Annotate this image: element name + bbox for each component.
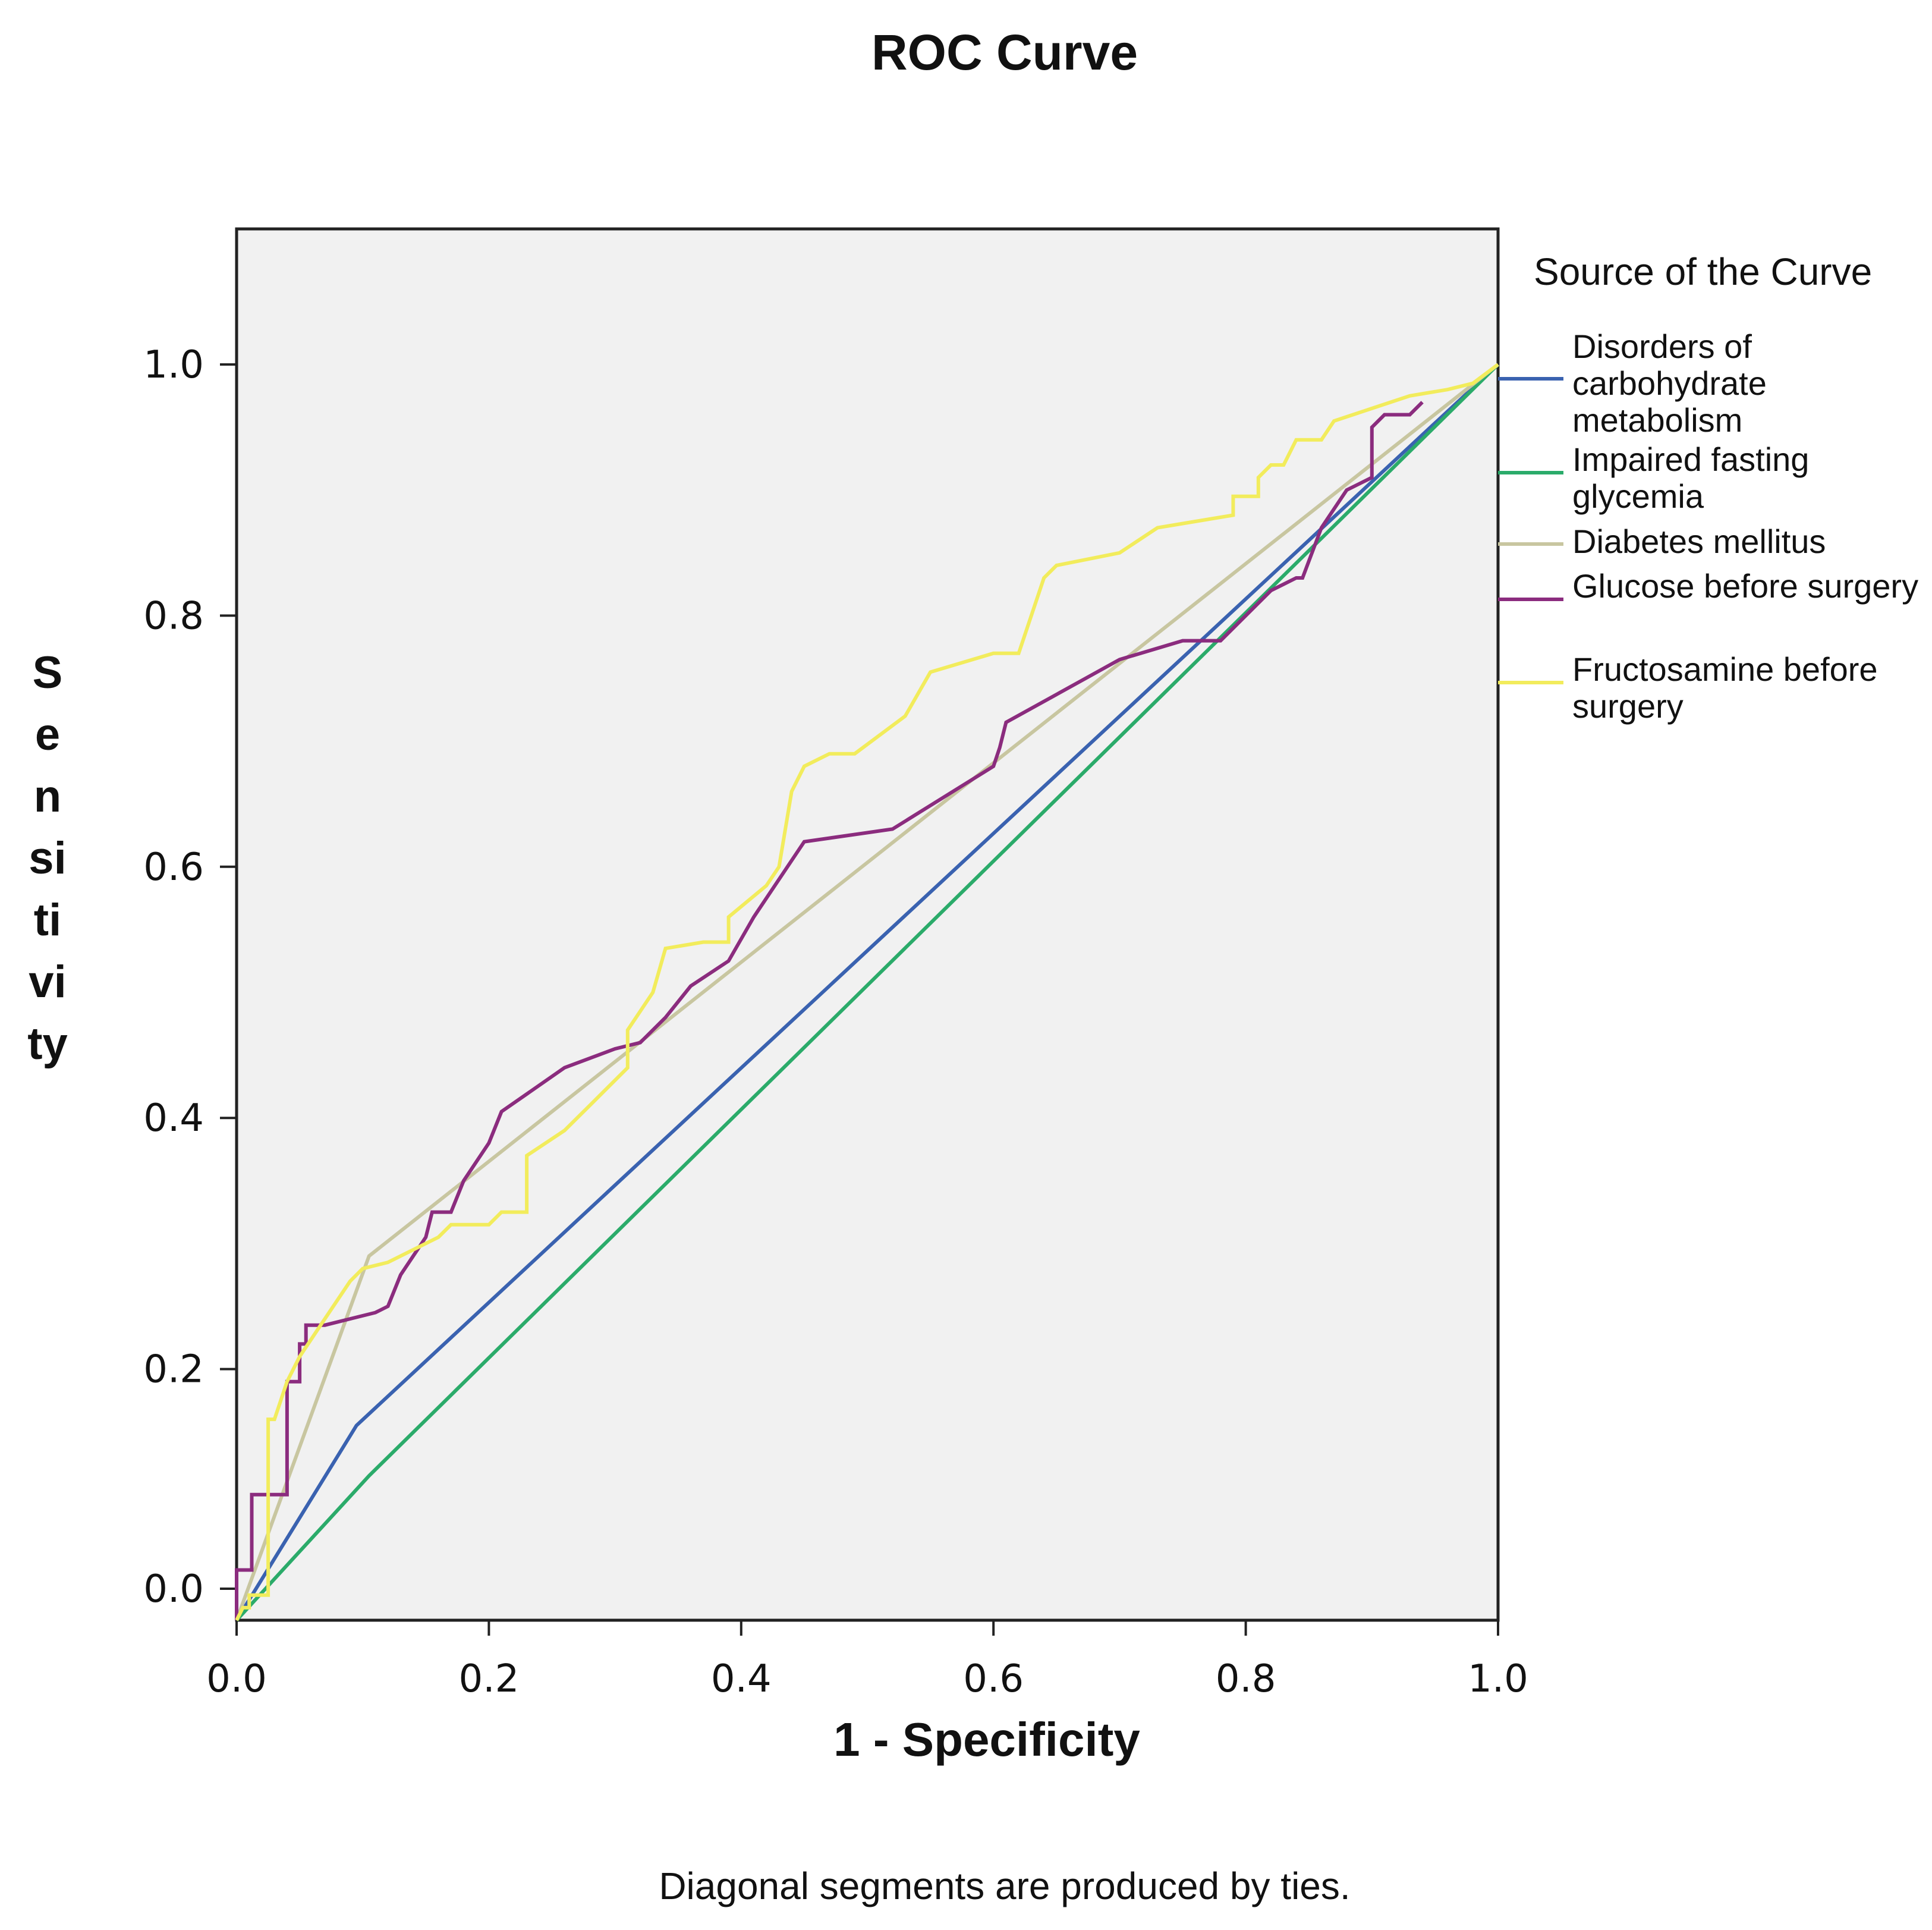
legend-label: Disorders of carbohydrate metabolism xyxy=(1572,328,1767,439)
legend-title: Source of the Curve xyxy=(1534,250,1873,293)
legend-label: Glucose before surgery xyxy=(1572,567,1919,605)
x-tick-label: 0.4 xyxy=(711,1657,772,1701)
x-tick-label: 0.0 xyxy=(206,1657,267,1701)
y-axis-ticks: 0.0 0.2 0.4 0.6 0.8 1.0 xyxy=(143,343,237,1611)
plot-area xyxy=(235,227,1500,1622)
x-axis-ticks: 0.0 0.2 0.4 0.6 0.8 1.0 xyxy=(206,1620,1528,1701)
series-line-fructosamine-before-surgery xyxy=(235,363,1499,1621)
y-tick-label: 1.0 xyxy=(143,343,204,387)
series-line-glucose-before-surgery xyxy=(235,401,1424,1620)
x-tick-label: 0.8 xyxy=(1216,1657,1276,1701)
y-tick-label: 0.0 xyxy=(143,1567,204,1611)
x-tick-label: 0.6 xyxy=(963,1657,1024,1701)
y-tick-label: 0.8 xyxy=(143,594,204,638)
series-line-disorders-of-carbohydrate-metabolism xyxy=(235,363,1500,1621)
legend-swatch xyxy=(1498,542,1563,546)
y-tick-label: 0.4 xyxy=(143,1096,204,1140)
chart-title: ROC Curve xyxy=(871,24,1138,80)
footnote: Diagonal segments are produced by ties. xyxy=(659,1865,1351,1907)
legend-label: Fructosamine before surgery xyxy=(1572,650,1878,725)
legend-label: Impaired fasting glycemia xyxy=(1572,441,1810,515)
legend-swatch xyxy=(1498,681,1563,684)
series-layer xyxy=(235,363,1500,1622)
legend-swatch xyxy=(1498,377,1563,381)
series-line-impaired-fasting-glycemia xyxy=(235,363,1500,1622)
legend-swatch xyxy=(1498,598,1563,601)
x-axis-label: 1 - Specificity xyxy=(833,1713,1140,1766)
y-axis-label: Sensitivity xyxy=(27,647,68,1069)
series-line-diabetes-mellitus xyxy=(235,363,1499,1621)
y-tick-label: 0.6 xyxy=(143,845,204,889)
y-tick-label: 0.2 xyxy=(143,1348,204,1392)
x-tick-label: 1.0 xyxy=(1468,1657,1528,1701)
legend-swatch xyxy=(1498,471,1563,474)
x-tick-label: 0.2 xyxy=(459,1657,520,1701)
legend-label: Diabetes mellitus xyxy=(1572,523,1826,560)
